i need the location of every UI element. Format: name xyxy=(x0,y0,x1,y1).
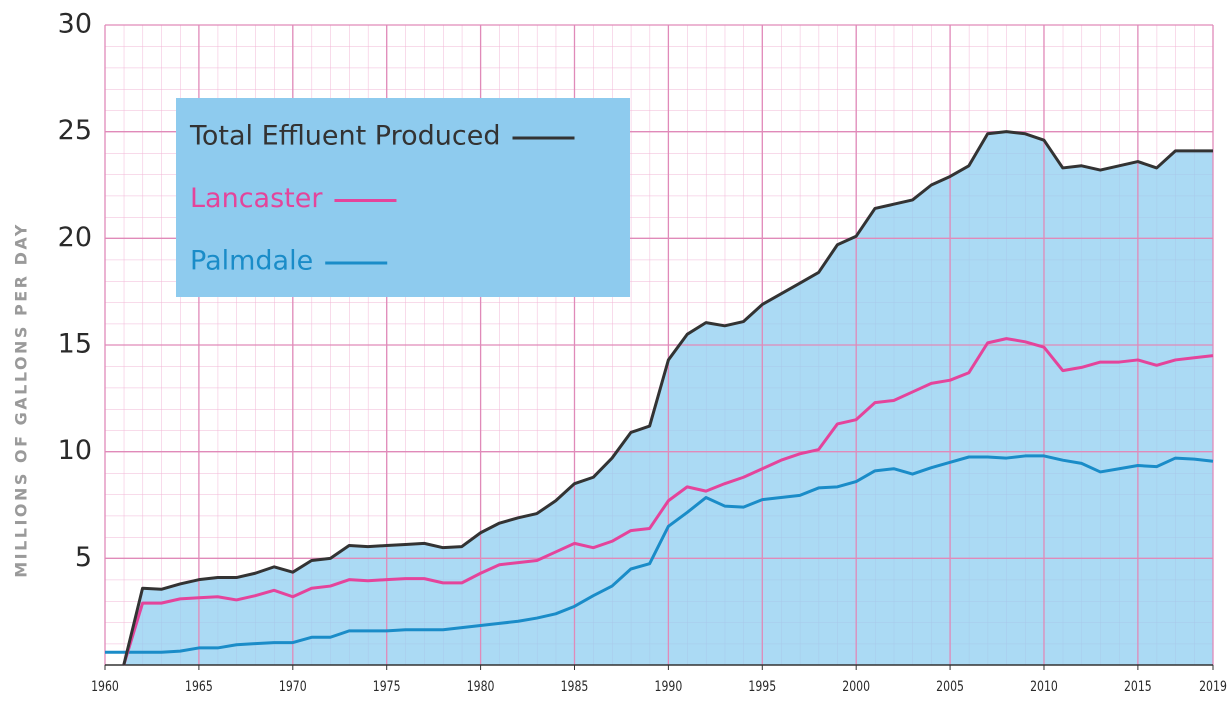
x-tick-label: 1965 xyxy=(185,678,213,695)
x-tick-label: 1960 xyxy=(91,678,119,695)
x-tick-label: 1985 xyxy=(561,678,589,695)
series-line xyxy=(105,454,1214,654)
legend-label: Palmdale xyxy=(190,246,313,277)
y-tick-label: 25 xyxy=(58,115,92,146)
series-line xyxy=(122,130,1213,666)
x-tick-label: 2010 xyxy=(1030,678,1058,695)
x-tick-label: 1990 xyxy=(655,678,683,695)
x-tick-label: 2019 xyxy=(1199,678,1227,695)
series-line xyxy=(122,337,1214,666)
legend-box xyxy=(176,98,630,297)
legend-label: Lancaster xyxy=(190,183,323,214)
legend-label: Total Effluent Produced xyxy=(189,121,501,152)
x-tick-label: 1975 xyxy=(373,678,401,695)
x-tick-label: 1970 xyxy=(279,678,307,695)
x-tick-label: 1980 xyxy=(467,678,495,695)
y-tick-label: 5 xyxy=(75,542,92,573)
y-tick-label: 20 xyxy=(58,222,92,253)
y-tick-label: 30 xyxy=(58,9,92,40)
x-tick-label: 1995 xyxy=(748,678,776,695)
y-tick-label: 15 xyxy=(58,329,92,360)
x-tick-label: 2015 xyxy=(1124,678,1152,695)
y-axis-label: MILLIONS OF GALLONS PER DAY xyxy=(12,222,31,578)
x-tick-label: 2005 xyxy=(936,678,964,695)
x-tick-label: 2000 xyxy=(842,678,870,695)
y-tick-label: 10 xyxy=(58,435,92,466)
